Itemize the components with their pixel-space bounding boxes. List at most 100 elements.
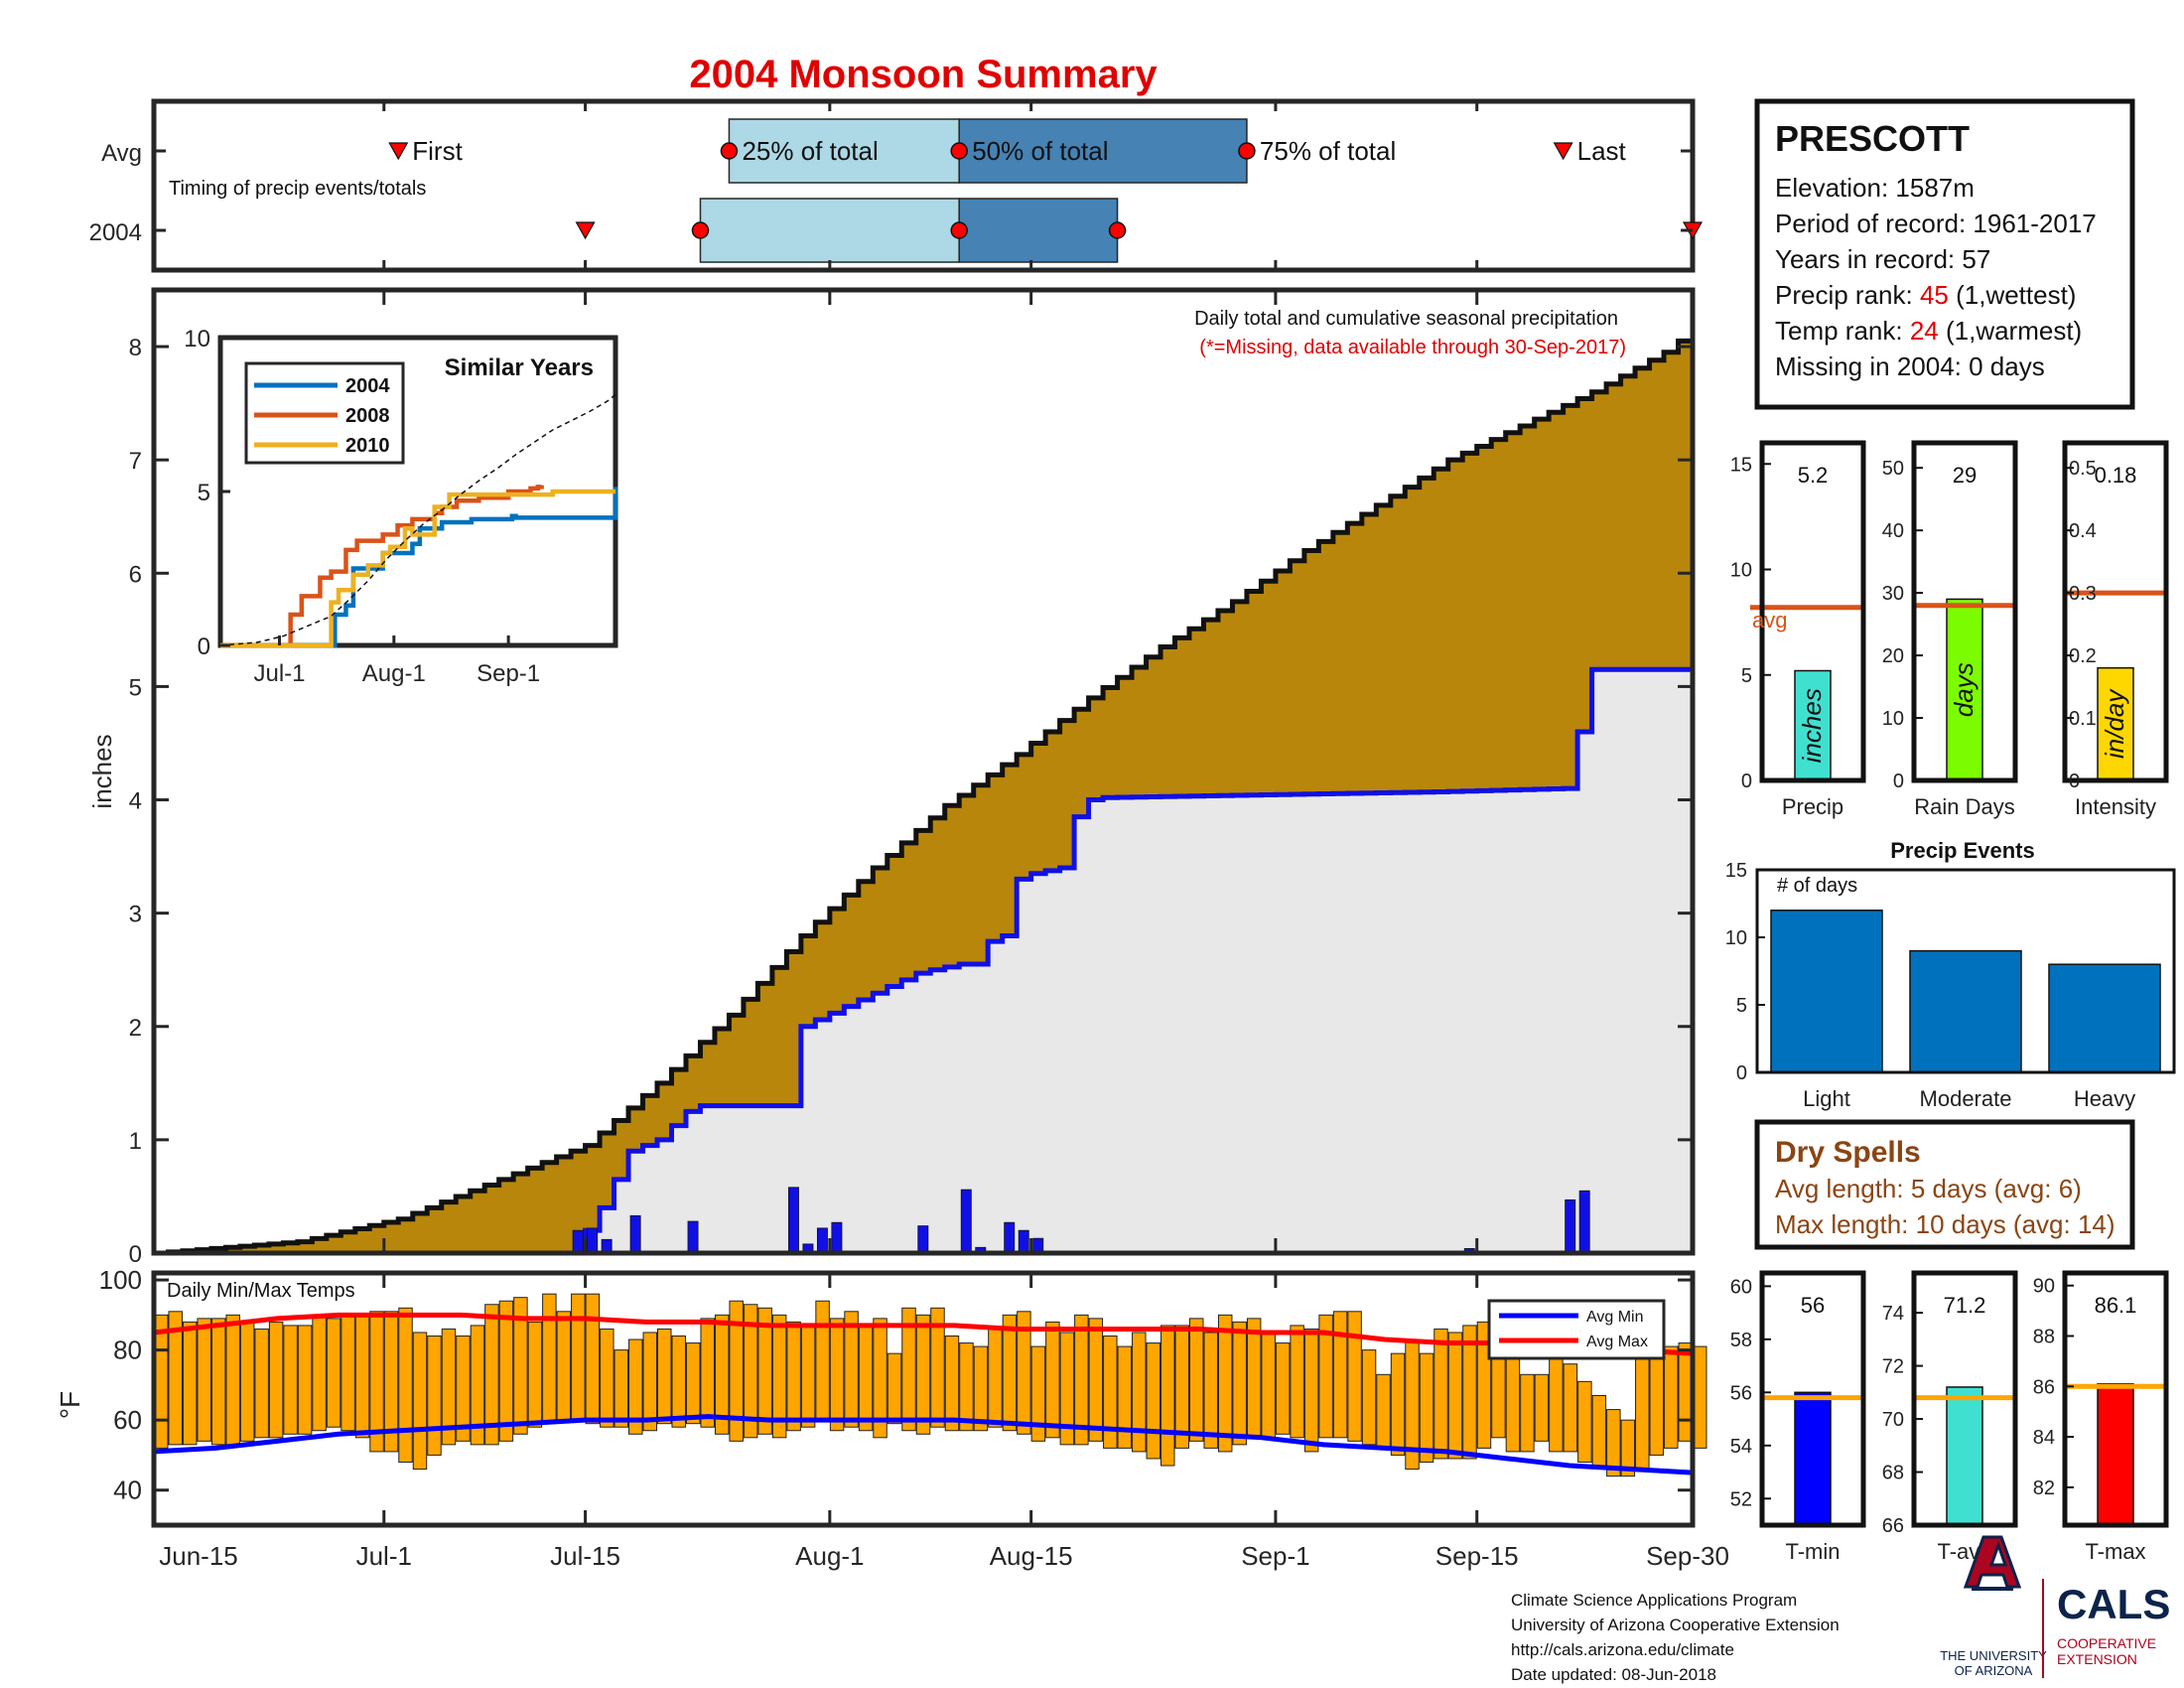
temp-day-bar xyxy=(182,1321,198,1446)
p50-label: 50% of total xyxy=(972,136,1108,166)
summary-unit-label: in/day xyxy=(2100,688,2129,759)
temp-day-bar xyxy=(1174,1325,1189,1449)
date-tick-label: Jul-15 xyxy=(550,1541,620,1571)
summary-ytick-label: 66 xyxy=(1882,1515,1904,1537)
summary-ytick-label: 0.2 xyxy=(2069,645,2097,667)
summary-ytick-label: 0 xyxy=(2069,771,2080,792)
temp-day-bar xyxy=(484,1304,499,1446)
temp-day-bar xyxy=(398,1307,413,1464)
event-bar-light xyxy=(1770,910,1883,1073)
summary-ytick-label: 68 xyxy=(1882,1463,1904,1484)
temp-day-bar xyxy=(915,1314,931,1435)
temp-day-bar xyxy=(1577,1380,1592,1463)
summary-ytick-label: 0.3 xyxy=(2069,583,2097,605)
inset-xtick-label: Sep-1 xyxy=(477,660,540,687)
event-bar-heavy xyxy=(2048,963,2161,1073)
avg-p75-dot xyxy=(1238,142,1256,160)
avg-min-line xyxy=(153,1414,1694,1476)
summary-value-label: 71.2 xyxy=(1944,1293,1986,1318)
temp-day-bar xyxy=(354,1314,370,1439)
temp-day-bar xyxy=(959,1342,974,1432)
summary-unit-label: inches xyxy=(1797,688,1827,763)
inset-avg-line xyxy=(219,393,616,646)
event-bar-moderate xyxy=(1909,949,2022,1073)
summary-category-label: Rain Days xyxy=(1914,794,2014,819)
temp-day-bar xyxy=(326,1318,341,1428)
main-precip-chart: 0 1 2 3 4 5 6 7 8 Daily total and cumulative sea… xyxy=(87,287,1696,1268)
temp-day-bar xyxy=(1476,1321,1492,1449)
main-ytick-label: 8 xyxy=(129,335,142,361)
legend-avg-max: Avg Max xyxy=(1586,1334,1648,1350)
temp-day-bar xyxy=(1217,1314,1233,1453)
summary-value-label: 29 xyxy=(1953,463,1977,488)
temp-day-bar xyxy=(1318,1314,1333,1439)
temp-day-bar xyxy=(1132,1332,1147,1453)
inset-ytick-label: 0 xyxy=(198,633,210,660)
daily-precip-bar xyxy=(1004,1221,1016,1254)
timing-row-year: 2004 xyxy=(89,219,142,246)
temp-day-bar xyxy=(1520,1373,1535,1453)
inset-line-2008 xyxy=(220,485,544,648)
daily-precip-bar xyxy=(572,1229,584,1254)
event-category-label: Moderate xyxy=(1920,1086,2012,1111)
temp-day-bar xyxy=(456,1336,471,1442)
summary-bar-2 xyxy=(2097,1383,2134,1526)
temp-legend-box xyxy=(1487,1299,1666,1360)
temp-day-bar xyxy=(427,1336,442,1456)
daily-precip-bar xyxy=(587,1227,599,1254)
main-missing-note: (*=Missing, data available through 30-Se… xyxy=(1199,337,1626,358)
daily-precip-bar xyxy=(1018,1229,1029,1254)
dry-spells-max: Max length: 10 days (avg: 14) xyxy=(1775,1209,2116,1239)
temp-day-bar xyxy=(412,1332,428,1471)
summary-value-label: 0.18 xyxy=(2095,463,2137,488)
summary-ytick-label: 0 xyxy=(1893,771,1904,792)
summary-category-label: T-max xyxy=(2085,1539,2145,1564)
temp-day-bar xyxy=(1620,1419,1636,1477)
temp-ytick-label: 40 xyxy=(113,1476,142,1505)
p25-label: 25% of total xyxy=(742,136,878,166)
summary-value-label: 5.2 xyxy=(1798,463,1829,488)
temp-day-bar xyxy=(1275,1342,1291,1435)
dry-spells-box: Dry Spells Avg length: 5 days (avg: 6) M… xyxy=(1754,1119,2135,1250)
temp-day-bar xyxy=(671,1336,686,1428)
timing-panel: Avg 2004 Timing of precip events/totals … xyxy=(89,98,1704,273)
temp-day-bar xyxy=(685,1342,701,1425)
temp-ylabel: °F xyxy=(55,1391,85,1419)
temp-day-bar xyxy=(700,1318,715,1428)
temp-day-bar xyxy=(312,1314,327,1432)
temp-day-bar xyxy=(1261,1332,1276,1439)
first-label: First xyxy=(412,136,463,166)
summary-avg-label: avg xyxy=(1752,608,1787,633)
main-ylabel: inches xyxy=(87,734,117,808)
year-first-marker xyxy=(575,221,596,240)
temp-day-bar xyxy=(786,1321,801,1432)
temp-day-bar xyxy=(1462,1325,1477,1460)
temp-day-bar xyxy=(973,1345,989,1432)
temp-day-bar xyxy=(642,1332,658,1432)
temp-day-bar xyxy=(600,1328,614,1428)
temp-frame xyxy=(151,1270,1696,1528)
summary-bar-1 xyxy=(1946,1386,1983,1526)
temp-day-bar xyxy=(268,1321,284,1439)
footer-line1: Climate Science Applications Program xyxy=(1511,1591,1797,1610)
summary-ytick-label: 88 xyxy=(2033,1327,2055,1348)
date-tick-label: Sep-30 xyxy=(1646,1541,1729,1571)
temp-day-bar xyxy=(571,1293,586,1421)
avg-last-marker xyxy=(1553,142,1573,161)
summary-ytick-label: 20 xyxy=(1882,645,1904,667)
temp-day-bar xyxy=(1591,1394,1607,1467)
temp-day-bar xyxy=(1606,1409,1621,1477)
ua-name-line1: THE UNIVERSITY xyxy=(1940,1648,2047,1663)
summary-ytick-label: 54 xyxy=(1730,1436,1752,1458)
temp-day-bar xyxy=(930,1307,945,1428)
summary-ytick-label: 0.1 xyxy=(2069,708,2097,730)
temp-day-bar xyxy=(1088,1318,1104,1442)
inset-title: Similar Years xyxy=(445,354,594,381)
year-box-50-75 xyxy=(958,198,1119,263)
footer-line3: http://cals.arizona.edu/climate xyxy=(1511,1640,1734,1659)
temp-ytick-label: 100 xyxy=(99,1265,142,1295)
main-ytick-label: 1 xyxy=(129,1128,142,1155)
